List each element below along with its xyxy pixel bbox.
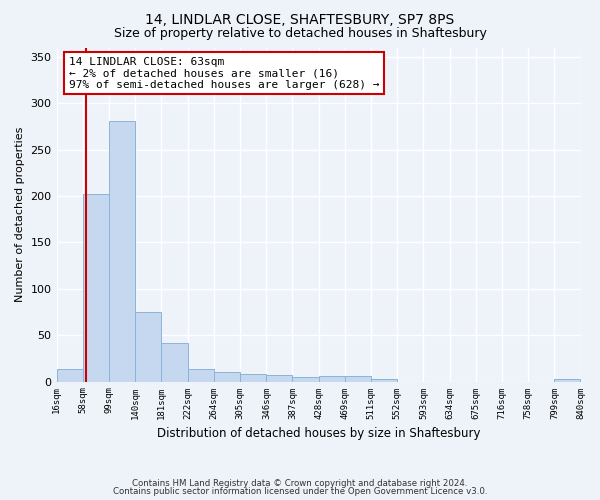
Y-axis label: Number of detached properties: Number of detached properties: [15, 127, 25, 302]
Text: 14, LINDLAR CLOSE, SHAFTESBURY, SP7 8PS: 14, LINDLAR CLOSE, SHAFTESBURY, SP7 8PS: [145, 12, 455, 26]
Text: Contains public sector information licensed under the Open Government Licence v3: Contains public sector information licen…: [113, 487, 487, 496]
Bar: [109, 121, 136, 382]
Bar: [241, 374, 266, 382]
Bar: [292, 377, 319, 382]
Text: Size of property relative to detached houses in Shaftesbury: Size of property relative to detached ho…: [113, 28, 487, 40]
Bar: [56, 370, 83, 382]
X-axis label: Distribution of detached houses by size in Shaftesbury: Distribution of detached houses by size …: [157, 427, 480, 440]
Bar: [214, 372, 241, 382]
Bar: [136, 312, 161, 382]
Bar: [371, 379, 397, 382]
Bar: [554, 379, 580, 382]
Bar: [188, 368, 214, 382]
Bar: [344, 376, 371, 382]
Text: Contains HM Land Registry data © Crown copyright and database right 2024.: Contains HM Land Registry data © Crown c…: [132, 478, 468, 488]
Bar: [83, 194, 109, 382]
Text: 14 LINDLAR CLOSE: 63sqm
← 2% of detached houses are smaller (16)
97% of semi-det: 14 LINDLAR CLOSE: 63sqm ← 2% of detached…: [68, 57, 379, 90]
Bar: [266, 375, 292, 382]
Bar: [161, 342, 188, 382]
Bar: [319, 376, 344, 382]
